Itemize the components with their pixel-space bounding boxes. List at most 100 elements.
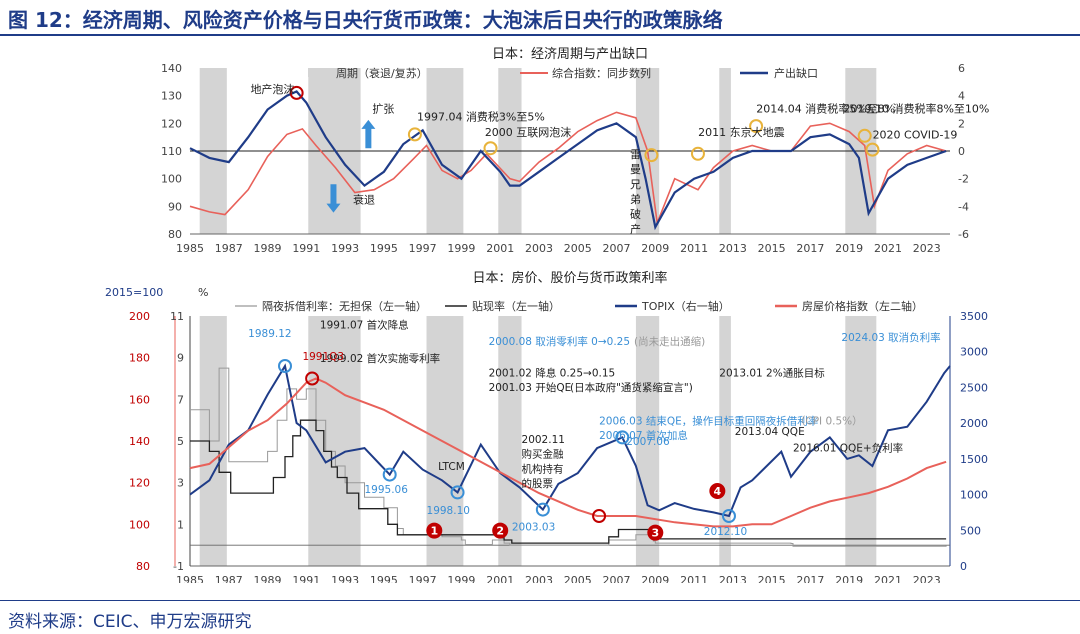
y-right-tick-label: 1500 — [960, 453, 988, 466]
legend-label-discount-rate: 贴现率（左一轴） — [472, 299, 560, 313]
legend-label-coincident: 综合指数：同步数列 — [552, 66, 651, 80]
annotation-label: 2013.01 2%通胀目标 — [719, 367, 825, 379]
y-right-tick-label: -4 — [958, 200, 969, 213]
annotation-label: 1989.12 — [248, 328, 291, 340]
x-tick-label: 1999 — [447, 574, 475, 583]
x-tick-label: 2009 — [641, 242, 669, 255]
x-tick-label: 2007 — [603, 574, 631, 583]
y-right-tick-label: 2500 — [960, 381, 988, 394]
x-tick-label: 2021 — [874, 574, 902, 583]
annotation-label: 2003.03 — [512, 522, 555, 534]
series-line-coincident-index — [189, 111, 947, 227]
y-left1-tick-label: 7 — [177, 393, 184, 406]
annotation-label: 2001.03 开始QE — [489, 381, 572, 394]
annotation-label: (尚未走出通缩) — [634, 335, 705, 348]
event-marker — [690, 146, 705, 161]
y-right-tick-label: 2000 — [960, 417, 988, 430]
event-marker — [535, 502, 550, 517]
recession-band — [635, 316, 660, 566]
x-tick-label: 1989 — [254, 574, 282, 583]
y-left2-tick-label: 100 — [129, 518, 150, 531]
x-tick-label: 2013 — [719, 574, 747, 583]
numbered-badge — [647, 524, 664, 541]
event-marker — [407, 127, 422, 142]
annotation-label: 2016.01 QQE+负利率 — [793, 441, 903, 454]
annotation-label: 购买金融 — [522, 448, 564, 461]
y-right-tick-label: 3500 — [960, 310, 988, 323]
annotation-label: 2024.03 取消负利率 — [841, 331, 940, 344]
annotation-label: 2001.02 降息 0.25→0.15 — [489, 366, 616, 379]
series-line-overnight-rate — [190, 367, 947, 547]
event-marker — [749, 119, 764, 134]
legend-label-overnight-rate: 隔夜拆借利率：无担保（左一轴） — [262, 299, 427, 313]
event-marker — [289, 85, 304, 100]
y-left-tick-label: 140 — [161, 62, 182, 75]
numbered-badge-label: 3 — [651, 527, 659, 540]
x-tick-label: 2017 — [796, 574, 824, 583]
annotation-label: 2013.04 QQE — [735, 426, 805, 438]
annotation-label: 扩张 — [372, 101, 394, 115]
x-tick-label: 1999 — [447, 242, 475, 255]
numbered-badge-label: 4 — [714, 485, 722, 498]
x-tick-label: 2015 — [758, 574, 786, 583]
annotation-label: 1999.02 首次实施零利率 — [320, 352, 440, 365]
y-left-tick-label: 110 — [161, 145, 182, 158]
x-tick-label: 2017 — [796, 242, 824, 255]
series-line-house-price — [189, 377, 947, 528]
y-left1-tick-label: 9 — [177, 352, 184, 365]
x-tick-label: 1995 — [370, 242, 398, 255]
x-tick-label: 2005 — [564, 574, 592, 583]
x-tick-label: 1987 — [215, 242, 243, 255]
annotation-label: 1997.04 消费税3%至5% — [417, 110, 545, 124]
annotation-label: 2012.10 — [704, 526, 747, 538]
annotation-label: 2014.04 消费税率5%至8% — [756, 101, 895, 115]
x-tick-label: 1985 — [176, 574, 204, 583]
numbered-badge-label: 2 — [496, 525, 504, 538]
event-marker — [644, 148, 659, 163]
recession-arrow-icon — [326, 184, 341, 213]
annotation-label: 的股票 — [522, 477, 554, 490]
numbered-badge — [492, 522, 509, 539]
y-left2-tick-label: 140 — [129, 435, 150, 448]
y-left-tick-label: 130 — [161, 90, 182, 103]
y-left1-tick-label: 5 — [177, 435, 184, 448]
x-tick-label: 2013 — [719, 242, 747, 255]
annotation-label: 地产泡沫 — [250, 82, 294, 96]
x-tick-label: 2001 — [486, 574, 514, 583]
y-right-tick-label: 4 — [958, 90, 965, 103]
x-tick-label: 2015 — [758, 242, 786, 255]
x-tick-label: 2023 — [913, 574, 941, 583]
numbered-badge — [426, 522, 443, 539]
annotation-label: 2000 互联网泡沫 — [485, 125, 571, 139]
x-tick-label: 1995 — [370, 574, 398, 583]
x-tick-label: 1997 — [409, 574, 437, 583]
x-tick-label: 1985 — [176, 242, 204, 255]
annotation-label: 1995.06 — [364, 484, 408, 496]
recession-band — [845, 316, 877, 566]
x-tick-label: 2007 — [603, 242, 631, 255]
event-marker — [450, 485, 465, 500]
event-marker — [865, 142, 880, 157]
x-tick-label: 2003 — [525, 242, 553, 255]
y-right-tick-label: -2 — [958, 173, 969, 186]
y-left2-tick-label: 80 — [136, 560, 150, 573]
y-left-tick-label: 80 — [168, 228, 182, 241]
y-right-tick-label: 3000 — [960, 346, 988, 359]
annotation-label: 2000.08 取消零利率 0→0.25 — [489, 335, 630, 348]
annotation-label: 衰退 — [353, 193, 375, 207]
recession-band — [498, 316, 522, 566]
y-left2-tick-label: 120 — [129, 477, 150, 490]
annotation-label: 1998.10 — [427, 505, 470, 517]
annotation-label: 2011 东京大地震 — [698, 125, 785, 139]
recession-band — [308, 316, 361, 566]
event-marker — [857, 128, 872, 143]
series-line-output-gap — [189, 90, 947, 231]
source-note: 资料来源：CEIC、申万宏源研究 — [8, 612, 252, 632]
expansion-arrow-icon — [361, 119, 376, 149]
footer-divider — [0, 600, 1080, 601]
x-tick-label: 2019 — [835, 242, 863, 255]
x-tick-label: 2021 — [874, 242, 902, 255]
legend-label-gap: 产出缺口 — [774, 66, 818, 80]
x-tick-label: 2009 — [641, 574, 669, 583]
